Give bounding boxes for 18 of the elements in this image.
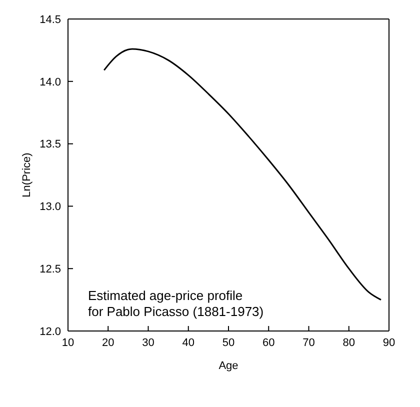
y-tick-label: 13.0 [40, 201, 61, 214]
y-tick-label: 14.5 [40, 14, 61, 26]
annotation: Estimated age-price profile for Pablo Picasso (1881-1973) [88, 288, 264, 320]
y-tick-label: 13.5 [40, 138, 61, 151]
x-axis-title: Age [218, 360, 238, 372]
y-tick-label: 14.0 [40, 76, 61, 88]
x-tick-label: 40 [182, 336, 194, 349]
x-tick-label: 70 [302, 336, 315, 349]
x-tick-label: 60 [262, 336, 275, 349]
x-tick-label: 80 [342, 336, 355, 349]
x-tick-label: 30 [142, 336, 154, 349]
x-tick-label: 90 [382, 336, 396, 349]
x-tick-label: 10 [62, 336, 74, 349]
x-tick-label: 20 [102, 336, 114, 349]
x-tick-label: 50 [222, 336, 235, 349]
y-tick-label: 12.5 [40, 264, 61, 276]
y-axis-title: Ln(Price) [20, 152, 33, 198]
y-tick-label: 12.0 [40, 326, 61, 338]
